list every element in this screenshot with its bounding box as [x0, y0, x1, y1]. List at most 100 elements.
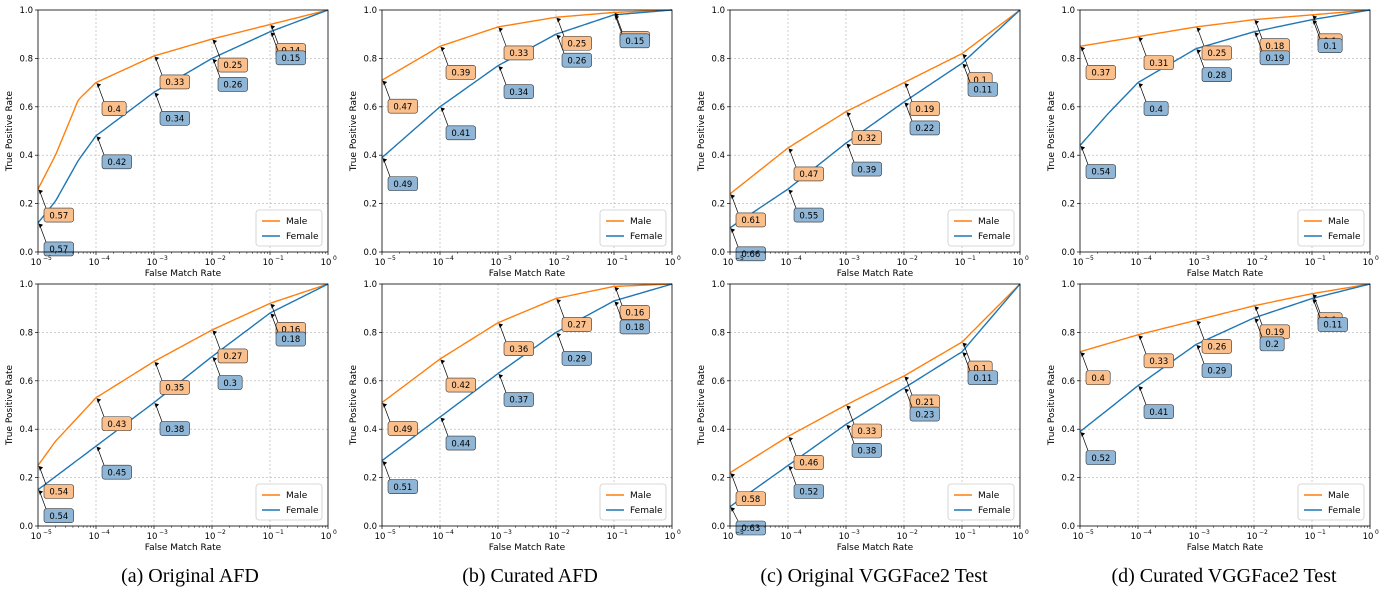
y-tick-label: 0.8 [19, 328, 33, 338]
annotation-arrowhead [730, 507, 736, 512]
annotation-arrowhead [38, 490, 44, 495]
x-tick-label: 10 [1189, 532, 1200, 542]
x-tick-label: 10 [433, 532, 444, 542]
plot-frame [1079, 9, 1371, 253]
roc-curve-male [729, 283, 1021, 474]
annotation-arrowhead [1196, 320, 1202, 326]
y-axis-label: True Positive Rate [5, 364, 15, 446]
annotation-arrow [905, 83, 913, 102]
annotation-box [1259, 50, 1290, 66]
x-tick-label: 10 [549, 258, 560, 268]
y-tick-label: 0.2 [711, 200, 725, 210]
legend-label-female: Female [630, 506, 663, 516]
legend-label-male: Male [286, 491, 308, 501]
annotation-label: 0.31 [1149, 59, 1168, 69]
x-tick-label: 10 [1131, 258, 1142, 268]
annotation-label: 0.32 [857, 134, 876, 144]
annotation-arrowhead [498, 66, 504, 71]
y-tick-label: 0.6 [1061, 377, 1075, 387]
x-tick-label: 10 [1131, 532, 1142, 542]
legend-label-female: Female [1328, 232, 1361, 242]
annotation-label: 0.33 [509, 49, 528, 59]
annotation-label: 0.27 [567, 321, 586, 331]
x-tick-exponent: −3 [159, 255, 168, 262]
x-tick-exponent: −1 [967, 529, 976, 536]
annotation-label: 0.1 [1323, 42, 1337, 52]
annotation-label: 0.36 [509, 345, 528, 355]
x-tick-exponent: −2 [909, 255, 918, 262]
x-tick-exponent: 0 [677, 255, 681, 262]
annotation-box [217, 57, 248, 73]
x-tick-label: 10 [955, 258, 966, 268]
annotation-arrowhead [962, 352, 968, 357]
annotation-box [1143, 101, 1169, 116]
y-tick-label: 0.0 [711, 248, 725, 258]
y-tick-label: 0.0 [363, 522, 377, 532]
annotation-box [561, 52, 592, 68]
annotation-box [619, 33, 650, 49]
x-tick-label: 10 [491, 532, 502, 542]
annotation-arrow [789, 149, 797, 168]
annotation-arrowhead [1254, 20, 1260, 25]
x-tick-label: 10 [147, 258, 158, 268]
annotation-arrowhead [846, 112, 852, 117]
annotation-box [217, 77, 248, 92]
annotation-label: 0.26 [567, 56, 586, 66]
annotation-arrow [963, 353, 971, 371]
y-axis-label: True Positive Rate [5, 90, 15, 172]
annotation-box [1201, 67, 1232, 83]
annotation-box [159, 380, 190, 395]
annotation-box [445, 65, 476, 80]
annotation-arrowhead [556, 332, 562, 338]
x-axis-label: False Match Rate [145, 269, 222, 279]
annotation-arrow [1081, 47, 1089, 66]
annotation-arrow [1081, 146, 1089, 165]
annotation-arrow [1139, 336, 1147, 354]
legend-box [255, 483, 323, 521]
annotation-arrowhead [730, 194, 736, 200]
annotation-arrowhead [212, 357, 218, 362]
annotation-label: 0.3 [223, 379, 237, 389]
y-axis-label: True Positive Rate [1047, 364, 1057, 446]
plot-frame [381, 283, 673, 527]
x-tick-label: 10 [375, 258, 386, 268]
annotation-arrowhead [270, 25, 276, 30]
annotation-box [851, 130, 882, 145]
annotation-arrow [97, 83, 105, 102]
y-tick-label: 0.2 [363, 200, 377, 210]
annotation-label: 0.29 [1207, 367, 1226, 377]
annotation-arrowhead [788, 436, 794, 442]
x-tick-label: 10 [723, 532, 734, 542]
annotation-arrowhead [846, 143, 852, 149]
legend-label-female: Female [978, 506, 1011, 516]
plot-frame [729, 283, 1021, 527]
annotation-arrow [97, 447, 105, 466]
annotation-arrow [1139, 37, 1147, 56]
annotation-arrowhead [904, 388, 910, 394]
x-tick-exponent: −5 [387, 529, 396, 536]
x-tick-label: 10 [205, 532, 216, 542]
annotation-box [1259, 336, 1285, 352]
legend-label-male: Male [286, 217, 308, 227]
annotation-box [619, 319, 650, 335]
roc-figure: 0.570.40.330.250.140.570.420.340.260.150… [5, 6, 1379, 553]
annotation-arrowhead [1080, 46, 1086, 52]
annotation-arrow [39, 466, 47, 485]
annotation-label: 0.39 [857, 165, 876, 175]
y-tick-label: 0.6 [711, 377, 725, 387]
x-tick-exponent: −5 [1085, 255, 1094, 262]
x-axis-label: False Match Rate [1187, 269, 1264, 279]
annotation-arrowhead [498, 323, 504, 328]
roc-curve-male [729, 9, 1021, 195]
x-tick-label: 10 [897, 258, 908, 268]
x-tick-exponent: −5 [1085, 529, 1094, 536]
annotation-arrow [155, 93, 163, 112]
annotation-arrowhead [154, 361, 160, 367]
annotation-label: 0.55 [799, 211, 818, 221]
annotation-arrow [847, 406, 855, 425]
annotation-label: 0.43 [107, 420, 126, 430]
annotation-label: 0.47 [393, 102, 412, 112]
annotation-label: 0.61 [741, 216, 760, 226]
roc-curve-male [1079, 9, 1371, 47]
x-tick-exponent: −3 [159, 529, 168, 536]
